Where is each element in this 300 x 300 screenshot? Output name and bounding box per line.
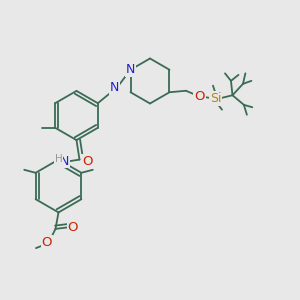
Text: H: H [55,154,62,164]
Text: Si: Si [210,92,222,105]
Text: O: O [41,236,52,249]
Text: O: O [68,221,78,234]
Text: N: N [126,63,135,76]
Text: O: O [194,90,205,103]
Text: O: O [82,154,92,168]
Text: N: N [110,81,119,94]
Text: N: N [60,154,69,168]
